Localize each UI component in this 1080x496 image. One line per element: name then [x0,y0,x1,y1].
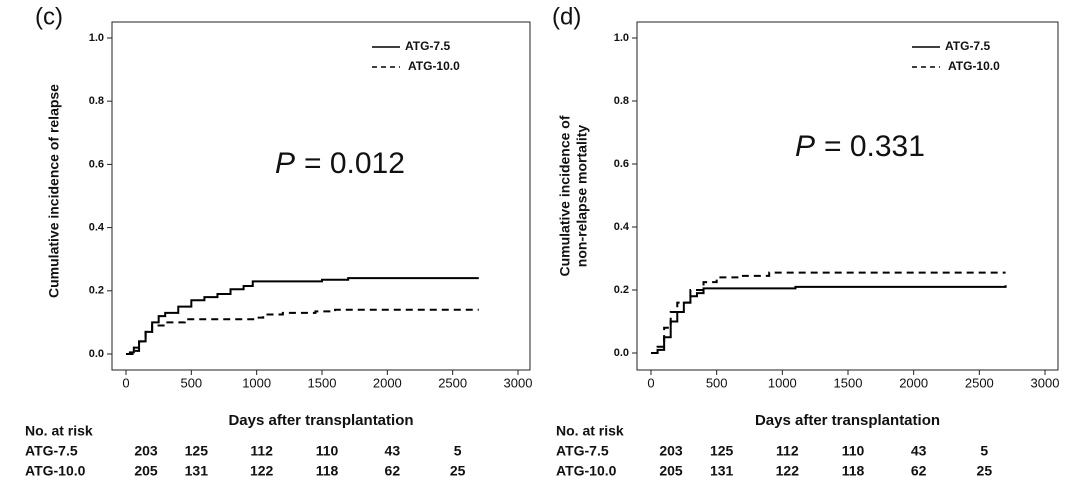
risk-table-title: No. at risk [25,423,93,439]
y-tick-label: 0.8 [614,95,629,107]
x-tick-label: 2500 [965,375,994,390]
y-tick-label: 0.4 [614,221,630,233]
step-line [126,308,479,355]
plot-frame [636,21,1059,371]
legend-label: ATG-7.5 [405,39,450,53]
risk-count: 110 [316,443,339,459]
y-tick-label: 0.2 [614,284,629,296]
risk-row-label: ATG-7.5 [25,443,78,459]
risk-count: 25 [450,463,466,479]
x-axis-label: Days after transplantation [755,412,940,429]
p-symbol: P [275,147,295,180]
x-tick-label: 0 [122,375,129,390]
risk-count: 5 [980,443,988,459]
risk-count: 43 [385,443,401,459]
risk-count: 5 [454,443,462,459]
y-tick-label: 0.8 [89,95,104,107]
risk-row-label: ATG-10.0 [556,463,617,479]
plot-frame [111,21,531,371]
x-tick-label: 1000 [242,375,271,390]
x-tick-label: 3000 [504,375,533,390]
x-tick-label: 3000 [1031,375,1060,390]
risk-count: 205 [659,463,683,479]
p-value: = 0.012 [304,147,405,180]
risk-count: 125 [185,443,209,459]
risk-count: 122 [776,463,800,479]
y-tick-label: 0.0 [89,348,104,360]
step-line [126,277,479,355]
risk-count: 110 [842,443,865,459]
risk-count: 205 [134,463,158,479]
panel-label: (d) [552,3,581,30]
step-line [651,271,1006,354]
y-tick-label: 1.0 [614,32,629,44]
y-tick-label: 0.0 [614,347,629,359]
legend-label: ATG-10.0 [408,59,460,73]
x-tick-label: 2500 [438,375,467,390]
risk-count: 118 [316,463,339,479]
risk-table-title: No. at risk [556,423,624,439]
risk-count: 122 [250,463,274,479]
x-tick-label: 0 [647,375,654,390]
x-tick-label: 1500 [834,375,863,390]
panel-label: (c) [35,3,63,30]
legend-label: ATG-10.0 [948,59,1000,73]
y-tick-label: 0.4 [89,222,105,234]
risk-count: 125 [710,443,734,459]
risk-count: 25 [977,463,993,479]
risk-count: 203 [659,443,683,459]
y-tick-label: 0.6 [614,158,629,170]
x-tick-label: 2000 [899,375,928,390]
y-tick-label: 1.0 [89,32,104,44]
risk-count: 62 [385,463,401,479]
risk-count: 131 [710,463,734,479]
risk-row-label: ATG-7.5 [556,443,609,459]
x-tick-label: 500 [706,375,728,390]
x-tick-label: 2000 [373,375,402,390]
x-tick-label: 500 [180,375,202,390]
risk-count: 112 [250,443,273,459]
y-axis-label: non-relapse mortality [574,125,590,268]
risk-count: 131 [185,463,209,479]
risk-count: 203 [134,443,158,459]
step-line [651,285,1007,354]
y-axis-label: Cumulative incidence of relapse [46,84,62,298]
x-tick-label: 1500 [308,375,337,390]
legend-label: ATG-7.5 [945,39,990,53]
p-value: = 0.331 [824,130,925,163]
y-axis-label: Cumulative incidence of [557,115,573,276]
risk-count: 118 [842,463,865,479]
risk-count: 43 [911,443,927,459]
risk-count: 62 [911,463,927,479]
p-symbol: P [795,130,815,163]
risk-row-label: ATG-10.0 [25,463,86,479]
y-tick-label: 0.2 [89,285,104,297]
x-tick-label: 1000 [768,375,797,390]
risk-count: 112 [776,443,799,459]
x-axis-label: Days after transplantation [228,412,413,429]
y-tick-label: 0.6 [89,158,104,170]
